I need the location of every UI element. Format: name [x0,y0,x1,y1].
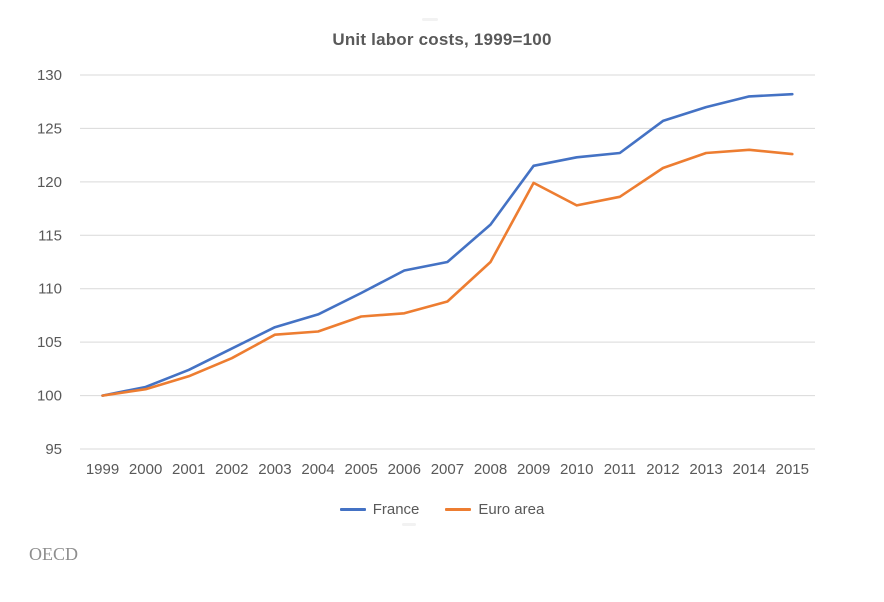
y-tick-label: 125 [37,120,62,137]
legend-item-euro-area: Euro area [445,501,544,518]
x-tick-label: 2007 [431,461,464,478]
y-tick-label: 100 [37,388,62,405]
x-tick-label: 2013 [689,461,722,478]
chart-title: Unit labor costs, 1999=100 [332,30,552,49]
x-tick-label: 2010 [560,461,593,478]
x-tick-label: 2015 [776,461,809,478]
x-tick-label: 2006 [388,461,421,478]
euro-area-line [101,148,794,397]
source-label: OECD [29,544,78,564]
x-tick-label: 2014 [733,461,766,478]
x-tick-label: 2004 [301,461,334,478]
x-tick-label: 2002 [215,461,248,478]
y-tick-label: 110 [38,281,62,298]
france-line [101,92,794,397]
legend-label-euro-area: Euro area [478,501,545,518]
y-tick-label: 105 [37,334,62,351]
x-tick-label: 2009 [517,461,550,478]
x-tick-label: 2012 [646,461,679,478]
x-tick-label: 2005 [344,461,377,478]
x-tick-label: 2011 [604,461,636,478]
france-line-swatch [339,508,366,511]
x-tick-label: 2003 [258,461,291,478]
y-tick-label: 95 [45,441,62,458]
chart-legend: France Euro area [0,501,884,518]
y-tick-label: 115 [38,227,62,244]
x-tick-label: 2000 [129,461,162,478]
legend-label-france: France [372,501,420,518]
smudge-artifact [402,523,416,526]
y-tick-label: 130 [37,67,62,84]
y-tick-label: 120 [37,174,62,191]
smudge-artifact [422,18,438,21]
x-tick-label: 2008 [474,461,507,478]
euro-area-line-swatch [445,508,472,511]
legend-item-france: France [339,501,420,518]
x-tick-label: 1999 [86,461,119,478]
x-tick-label: 2001 [172,461,205,478]
